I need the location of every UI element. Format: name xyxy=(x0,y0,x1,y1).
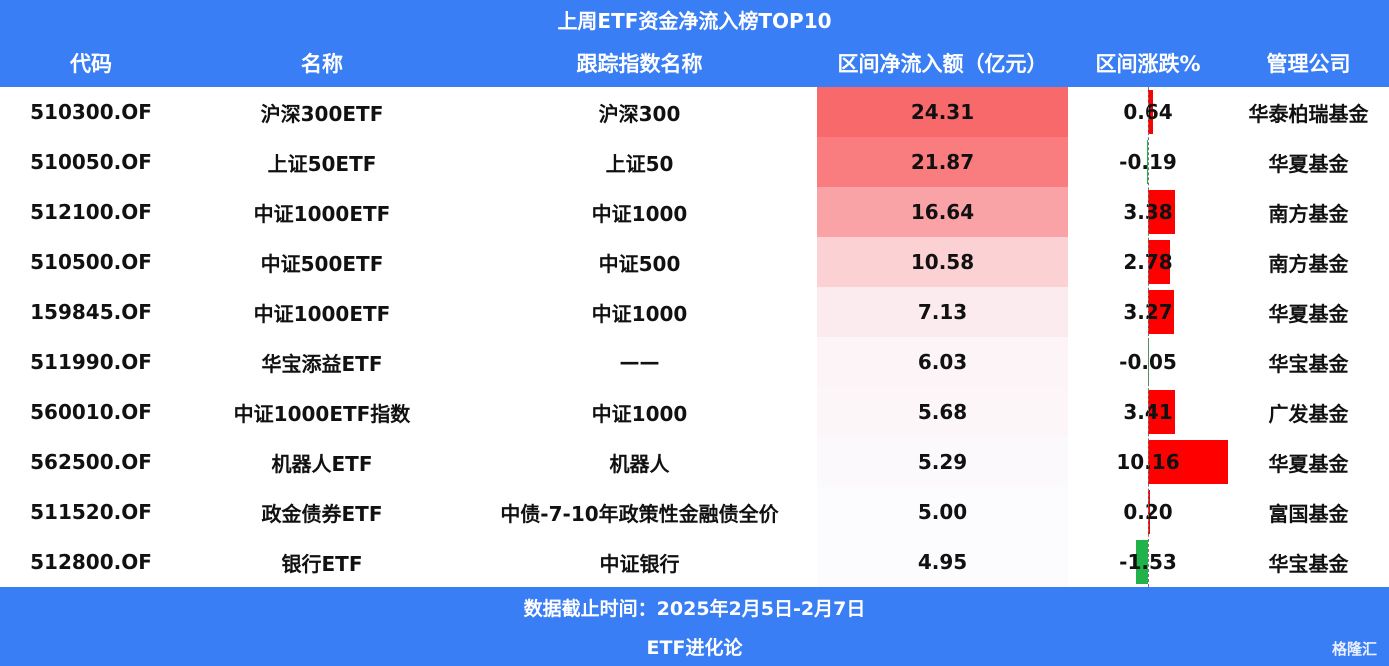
cell: 上证50 xyxy=(605,151,674,176)
cell: 510050.OF xyxy=(30,150,152,174)
heat-cell xyxy=(817,537,1068,587)
change-bar xyxy=(1146,140,1148,184)
cell: 159845.OF xyxy=(30,300,152,324)
cell: 中证银行 xyxy=(599,551,680,576)
change-bar xyxy=(1148,190,1175,234)
header-bar xyxy=(0,38,1389,87)
cell: 0.64 xyxy=(1123,100,1173,124)
cell: 6.03 xyxy=(917,350,968,374)
footer-note: 数据截止时间：2025年2月5日-2月7日 xyxy=(0,587,1389,627)
cell: 511520.OF xyxy=(30,500,152,524)
cell: 华夏基金 xyxy=(1268,451,1349,476)
cell: 富国基金 xyxy=(1268,501,1349,526)
cell: 3.38 xyxy=(1123,200,1173,224)
header-cell: 区间涨跌% xyxy=(1095,51,1201,76)
cell: 中证1000ETF指数 xyxy=(233,401,411,426)
axis-line xyxy=(1148,87,1149,587)
cell: 0.20 xyxy=(1123,500,1173,524)
cell: 7.13 xyxy=(917,300,968,324)
cell: 上证50ETF xyxy=(267,151,377,176)
watermark: 格隆汇 xyxy=(1331,639,1377,658)
cell: 560010.OF xyxy=(30,400,152,424)
cell: 3.41 xyxy=(1123,400,1173,424)
heat-cell xyxy=(817,337,1068,387)
cell: —— xyxy=(619,350,660,374)
cell: 2.78 xyxy=(1123,250,1173,274)
cell: 中证1000 xyxy=(591,401,688,426)
heat-cell xyxy=(817,187,1068,237)
cell: 24.31 xyxy=(910,100,975,124)
heat-cell xyxy=(817,487,1068,537)
header-cell: 区间净流入额（亿元） xyxy=(837,51,1048,76)
cell: 中债-7-10年政策性金融债全价 xyxy=(500,501,779,526)
cell: 南方基金 xyxy=(1268,251,1349,276)
heat-cell xyxy=(817,237,1068,287)
footer-source: ETF进化论 xyxy=(0,627,1389,666)
heat-cell xyxy=(817,137,1068,187)
cell: 华宝基金 xyxy=(1268,551,1349,576)
cell: 562500.OF xyxy=(30,450,152,474)
cell: 中证500 xyxy=(598,251,681,276)
change-bar xyxy=(1135,540,1148,584)
cell: 政金债券ETF xyxy=(261,501,383,526)
cell: 南方基金 xyxy=(1268,201,1349,226)
cell: 沪深300 xyxy=(598,101,681,126)
title: 上周ETF资金净流入榜TOP10 xyxy=(0,0,1389,38)
header-cell: 代码 xyxy=(70,51,112,76)
cell: 5.00 xyxy=(917,500,968,524)
cell: 510300.OF xyxy=(30,100,152,124)
heat-cell xyxy=(817,87,1068,137)
heat-cell xyxy=(817,437,1068,487)
cell: 5.29 xyxy=(917,450,968,474)
cell: 512800.OF xyxy=(30,550,152,574)
cell: 华夏基金 xyxy=(1268,301,1349,326)
cell: 机器人ETF xyxy=(271,451,373,476)
cell: 华泰柏瑞基金 xyxy=(1248,101,1369,126)
change-bar xyxy=(1148,440,1228,484)
cell: 10.16 xyxy=(1116,450,1180,474)
cell: 中证1000ETF xyxy=(253,301,391,326)
header-cell: 名称 xyxy=(301,51,343,76)
cell: 中证1000ETF xyxy=(253,201,391,226)
cell: 华宝基金 xyxy=(1268,351,1349,376)
cell: 21.87 xyxy=(910,150,975,174)
header-cell: 管理公司 xyxy=(1266,51,1351,76)
cell: 华夏基金 xyxy=(1268,151,1349,176)
cell: 中证1000 xyxy=(591,201,688,226)
heat-cell xyxy=(817,387,1068,437)
cell: 沪深300ETF xyxy=(260,101,384,126)
cell: 华宝添益ETF xyxy=(261,351,383,376)
cell: 4.95 xyxy=(917,550,968,574)
cell: 机器人 xyxy=(609,451,670,476)
cell: 银行ETF xyxy=(281,551,363,576)
cell: 中证500ETF xyxy=(260,251,384,276)
heat-cell xyxy=(817,287,1068,337)
cell: 512100.OF xyxy=(30,200,152,224)
change-bar xyxy=(1148,240,1170,284)
cell: 3.27 xyxy=(1123,300,1173,324)
cell: 16.64 xyxy=(910,200,975,224)
cell: 10.58 xyxy=(910,250,975,274)
change-bar xyxy=(1148,90,1154,134)
cell: 5.68 xyxy=(917,400,968,424)
cell: 广发基金 xyxy=(1268,401,1349,426)
change-bar xyxy=(1148,390,1175,434)
cell: 510500.OF xyxy=(30,250,152,274)
change-bar xyxy=(1148,290,1174,334)
cell: 中证1000 xyxy=(591,301,688,326)
cell: 511990.OF xyxy=(30,350,152,374)
header-cell: 跟踪指数名称 xyxy=(576,51,703,76)
